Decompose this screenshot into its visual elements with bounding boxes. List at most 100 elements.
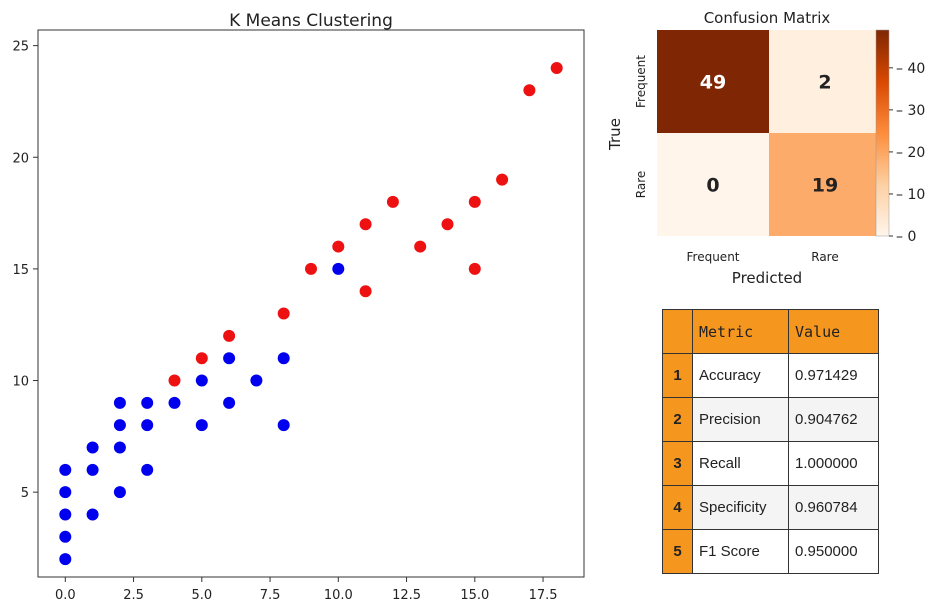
scatter-point: [195, 419, 208, 432]
scatter-point: [332, 262, 345, 275]
scatter-point: [168, 396, 181, 409]
confusion-matrix-cell-label: 49: [700, 72, 726, 94]
scatter-point: [305, 262, 317, 275]
y-tick-label: 15: [12, 263, 29, 278]
scatter-x-axis: 0.0 2.5 5.0 7.5 10.0 12.5 15.0 17.5: [55, 577, 558, 603]
scatter-point: [195, 374, 208, 387]
scatter-plot-area: [37, 29, 585, 578]
scatter-point: [223, 329, 236, 342]
confusion-matrix-y-tick-labels: Frequent Rare: [634, 55, 648, 199]
scatter-point: [59, 553, 72, 566]
table-row: 1 Accuracy 0.971429: [662, 353, 879, 398]
scatter-point: [141, 463, 154, 476]
scatter-point: [468, 262, 481, 275]
confusion-matrix-cell-label: 2: [818, 72, 831, 94]
confusion-matrix-x-tick-label: Rare: [811, 250, 838, 264]
scatter-point: [59, 486, 72, 499]
metric-name: Accuracy: [692, 353, 789, 398]
x-tick-label: 15.0: [460, 588, 489, 603]
confusion-matrix-title: Confusion Matrix: [704, 9, 831, 27]
scatter-point: [86, 441, 99, 454]
row-index: 2: [662, 397, 693, 442]
scatter-title: K Means Clustering: [229, 11, 393, 31]
scatter-point: [332, 240, 345, 253]
scatter-point: [277, 307, 290, 320]
row-index: 5: [662, 529, 693, 574]
scatter-point: [223, 396, 236, 409]
x-tick-label: 10.0: [324, 588, 353, 603]
scatter-point: [414, 240, 427, 253]
scatter-point: [59, 463, 72, 476]
scatter-point: [113, 396, 126, 409]
confusion-matrix-xlabel: Predicted: [732, 269, 802, 287]
metric-name: F1 Score: [692, 529, 789, 574]
colorbar-tick-label: – 20: [896, 145, 925, 161]
confusion-matrix-x-tick-labels: Frequent Rare: [687, 250, 839, 264]
scatter-point: [441, 218, 454, 231]
confusion-matrix-cell: [657, 133, 769, 236]
metrics-metric-header: Metric: [692, 309, 789, 354]
y-tick-label: 20: [12, 151, 29, 166]
scatter-point: [59, 508, 72, 521]
metric-value: 0.960784: [788, 485, 879, 530]
scatter-point: [550, 61, 563, 74]
scatter-point: [141, 396, 154, 409]
scatter-point: [59, 530, 72, 543]
confusion-matrix-chart: Confusion Matrix 49 2 0 19 Frequent Rare Fre…: [606, 9, 925, 287]
confusion-matrix-y-tick-label: Rare: [634, 171, 648, 198]
metric-value: 0.950000: [788, 529, 879, 574]
scatter-point: [86, 508, 99, 521]
x-tick-label: 0.0: [55, 588, 76, 603]
confusion-matrix-ylabel: True: [606, 118, 624, 151]
scatter-point: [496, 173, 509, 186]
scatter-point: [359, 218, 372, 231]
row-index: 3: [662, 441, 693, 486]
metric-value: 0.971429: [788, 353, 879, 398]
metrics-table-header-row: Metric Value: [662, 309, 879, 354]
y-tick-label: 10: [12, 375, 29, 390]
scatter-point: [141, 419, 154, 432]
scatter-point: [277, 419, 290, 432]
confusion-matrix-cell: [769, 133, 881, 236]
scatter-point: [359, 285, 372, 298]
x-tick-label: 5.0: [191, 588, 212, 603]
scatter-point: [113, 441, 126, 454]
y-tick-label: 25: [12, 40, 29, 55]
metrics-index-header: [662, 309, 693, 354]
table-row: 3 Recall 1.000000: [662, 441, 879, 486]
colorbar-tick-label: – 40: [896, 61, 925, 77]
metrics-table: Metric Value 1 Accuracy 0.971429 2 Preci…: [662, 309, 879, 574]
y-tick-label: 5: [21, 486, 29, 501]
metric-name: Specificity: [692, 485, 789, 530]
colorbar-tick-label: – 30: [896, 103, 925, 119]
confusion-matrix-cells: 49 2 0 19: [657, 30, 881, 236]
confusion-matrix-x-tick-label: Frequent: [687, 250, 740, 264]
scatter-point: [223, 352, 236, 365]
x-tick-label: 17.5: [529, 588, 558, 603]
x-tick-label: 7.5: [260, 588, 281, 603]
row-index: 4: [662, 485, 693, 530]
scatter-points: [59, 61, 563, 566]
scatter-point: [168, 374, 181, 387]
scatter-point: [468, 195, 481, 208]
confusion-matrix-colorbar-ticks: – 0 – 10 – 20 – 30 – 40: [889, 61, 925, 245]
confusion-matrix-y-tick-label: Frequent: [634, 55, 648, 108]
x-tick-label: 12.5: [392, 588, 421, 603]
confusion-matrix-cell: [769, 30, 881, 133]
metric-value: 0.904762: [788, 397, 879, 442]
scatter-point: [113, 486, 126, 499]
metric-name: Precision: [692, 397, 789, 442]
row-index: 1: [662, 353, 693, 398]
confusion-matrix-cell: [657, 30, 769, 133]
scatter-point: [386, 195, 399, 208]
scatter-point: [277, 352, 290, 365]
table-row: 4 Specificity 0.960784: [662, 485, 879, 530]
scatter-point: [86, 463, 99, 476]
colorbar-tick-label: – 0: [896, 229, 916, 245]
x-tick-label: 2.5: [123, 588, 144, 603]
scatter-point: [250, 374, 263, 387]
scatter-point: [523, 84, 536, 97]
table-row: 2 Precision 0.904762: [662, 397, 879, 442]
metric-value: 1.000000: [788, 441, 879, 486]
scatter-point: [113, 419, 126, 432]
